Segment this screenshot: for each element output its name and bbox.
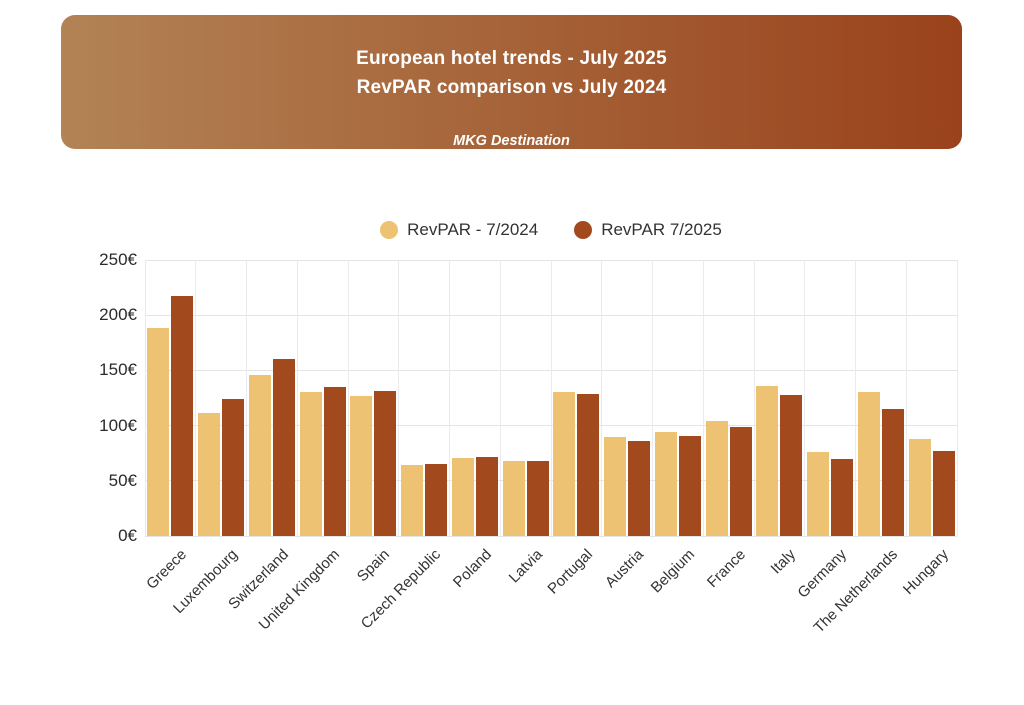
header-title-line2: RevPAR comparison vs July 2024 [356,77,667,98]
bar-2024-italy [756,385,779,536]
header-banner: European hotel trends - July 2025 RevPAR… [61,15,962,149]
bar-2025-czech-republic [425,464,448,536]
legend-swatch-2024-icon [380,221,399,239]
hgridline [145,535,957,537]
vgridline [855,260,856,536]
vgridline [702,260,704,536]
bar-2024-belgium [654,432,677,536]
legend-label-2025: RevPAR 7/2025 [601,220,722,239]
bar-2025-spain [374,391,397,536]
bar-2025-the-netherlands [881,409,904,536]
vgridline [804,260,806,536]
legend-item-2024: RevPAR - 7/2024 [380,220,538,240]
legend-swatch-2025-icon [574,221,593,239]
vgridline [449,260,450,536]
vgridline [246,260,247,536]
bar-2025-latvia [526,460,549,536]
y-tick-label: 250€ [99,250,137,269]
bar-2024-spain [350,395,373,536]
bar-2025-belgium [678,435,701,536]
bar-2025-poland [475,456,498,536]
vgridline [296,260,298,536]
header-title: European hotel trends - July 2025 RevPAR… [61,15,962,102]
bar-2025-portugal [577,393,600,536]
header-subtitle: MKG Destination [453,133,570,149]
bar-2025-germany [831,458,854,536]
vgridline [144,260,146,536]
header-title-line1: European hotel trends - July 2025 [356,48,667,69]
bar-2024-france [705,421,728,536]
bar-2025-austria [628,441,651,536]
bar-2024-latvia [502,460,525,536]
plot-area [144,259,958,537]
bar-2024-portugal [553,392,576,536]
bar-2024-the-netherlands [857,392,880,536]
vgridline [195,260,197,536]
vgridline [499,260,501,536]
vgridline [347,260,349,536]
vgridline [956,260,958,536]
vgridline [550,260,552,536]
bar-2025-italy [780,394,803,536]
bar-2024-hungary [908,438,931,536]
bar-2024-austria [604,436,627,536]
bar-2024-united-kingdom [299,392,322,536]
bar-2024-switzerland [248,374,271,536]
legend-label-2024: RevPAR - 7/2024 [407,220,539,239]
bar-2024-greece [147,328,170,536]
bar-2025-hungary [932,451,955,536]
bar-2024-luxembourg [198,413,221,536]
bar-2025-greece [171,296,194,536]
bar-2025-luxembourg [222,399,245,536]
y-axis: 0€ 50€ 100€ 150€ 200€ 250€ [0,0,137,705]
y-tick-label: 0€ [118,526,137,545]
y-tick-label: 100€ [99,415,137,435]
legend-item-2025: RevPAR 7/2025 [574,220,722,240]
vgridline [753,260,755,536]
y-tick-label: 150€ [99,360,137,380]
y-tick-label: 200€ [99,305,137,325]
bar-2025-united-kingdom [323,386,346,536]
bar-2025-france [729,426,752,536]
bar-2024-germany [807,452,830,536]
vgridline [601,260,603,536]
chart-legend: RevPAR - 7/2024 RevPAR 7/2025 [145,220,957,240]
bar-2025-switzerland [272,359,295,536]
vgridline [905,260,907,536]
bar-2024-poland [451,457,474,536]
vgridline [398,260,400,536]
y-tick-label: 50€ [108,470,137,490]
vgridline [652,260,653,536]
bar-2024-czech-republic [401,465,424,536]
